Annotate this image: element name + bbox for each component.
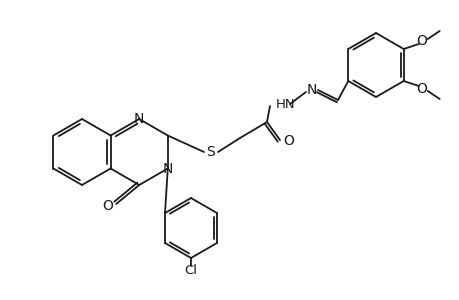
Text: S: S: [206, 145, 215, 159]
Text: O: O: [415, 34, 426, 48]
Text: O: O: [283, 134, 294, 148]
Text: N: N: [306, 83, 317, 97]
Text: N: N: [134, 112, 144, 126]
Text: HN: HN: [275, 98, 295, 110]
Text: Cl: Cl: [184, 263, 197, 277]
Text: O: O: [415, 82, 426, 96]
Text: O: O: [101, 199, 112, 213]
Text: N: N: [162, 161, 173, 176]
